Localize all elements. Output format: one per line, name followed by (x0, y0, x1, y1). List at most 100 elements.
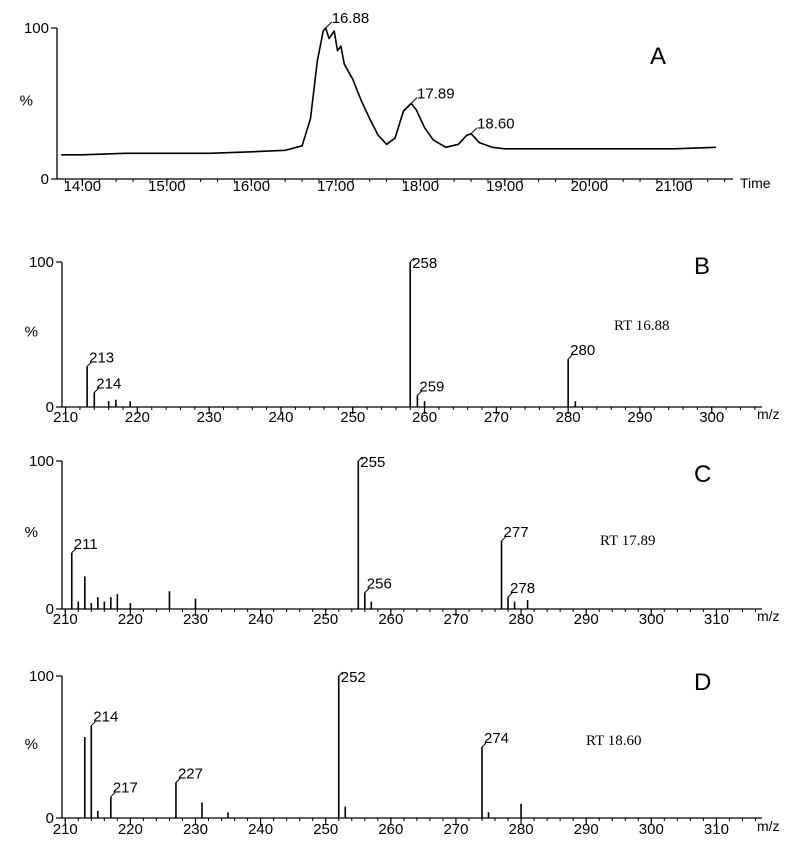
peak-label: 280 (570, 342, 595, 359)
x-tick-label: 250 (313, 611, 338, 628)
panel-b: B (56, 253, 762, 414)
x-tick-label: 300 (639, 821, 664, 838)
peak-label-leader (410, 97, 418, 104)
peak-label: 214 (93, 709, 118, 726)
y-axis-label: % (20, 93, 33, 110)
x-tick-label: 260 (378, 611, 403, 628)
x-tick-label: 310 (704, 821, 729, 838)
peak-label: 16.88 (332, 10, 370, 27)
x-tick-label: 260 (412, 409, 437, 426)
x-tick-label: 240 (248, 821, 273, 838)
x-axis-label: m/z (757, 818, 780, 834)
x-tick-label: 230 (183, 821, 208, 838)
peak-label: 252 (341, 669, 366, 686)
panel-letter-a: A (650, 43, 666, 70)
panel-a: A (51, 21, 733, 186)
y-axis-label: % (25, 324, 38, 341)
x-tick-label: 280 (556, 409, 581, 426)
x-axis-label: Time (740, 175, 771, 191)
x-tick-label: 230 (183, 611, 208, 628)
panel-letter-c: C (694, 461, 711, 488)
peak-label-leader (501, 536, 506, 542)
y-tick-label: 100 (29, 453, 54, 470)
panel-letter-b: B (694, 253, 710, 280)
peak-label: 259 (419, 378, 444, 395)
y-tick-label: 100 (29, 668, 54, 685)
peak-label-leader (364, 588, 370, 594)
retention-time-label: RT 18.60 (586, 733, 642, 749)
peak-label: 18.60 (477, 116, 515, 133)
x-tick-label: 15.00 (148, 178, 186, 195)
x-tick-label: 300 (699, 409, 724, 426)
x-tick-label: 17.00 (317, 178, 355, 195)
x-axis-label: m/z (757, 406, 780, 422)
peak-label: 213 (89, 349, 114, 366)
peak-label-leader (338, 671, 344, 677)
peak-label-leader (71, 548, 77, 554)
x-tick-label: 220 (118, 821, 143, 838)
y-tick-label: 100 (24, 20, 49, 37)
x-tick-label: 16.00 (233, 178, 271, 195)
x-tick-label: 280 (509, 611, 534, 628)
peak-label: 255 (360, 454, 385, 471)
peak-label: 17.89 (417, 86, 455, 103)
retention-time-label: RT 17.89 (600, 533, 656, 549)
x-tick-label: 260 (378, 821, 403, 838)
x-tick-label: 230 (197, 409, 222, 426)
x-tick-label: 18.00 (402, 178, 440, 195)
x-tick-label: 290 (627, 409, 652, 426)
peak-label: 211 (74, 536, 98, 553)
peak-label: 277 (504, 524, 529, 541)
x-tick-label: 220 (118, 611, 143, 628)
retention-time-label: RT 16.88 (614, 318, 670, 334)
peak-label-leader (325, 21, 333, 29)
y-axis-label: % (25, 736, 38, 753)
peak-label: 258 (412, 255, 437, 272)
x-tick-label: 280 (509, 821, 534, 838)
peak-label-leader (110, 792, 116, 798)
peak-label-leader (481, 742, 487, 748)
peak-label-leader (417, 391, 422, 396)
x-tick-label: 290 (574, 611, 599, 628)
x-tick-label: 240 (248, 611, 273, 628)
y-axis-label: % (25, 524, 38, 541)
x-tick-label: 250 (313, 821, 338, 838)
peak-label: 274 (484, 730, 509, 747)
peak-label-leader (409, 257, 415, 263)
x-axis-label: m/z (757, 608, 780, 624)
x-tick-label: 270 (443, 821, 468, 838)
y-tick-label: 0 (46, 399, 54, 416)
peak-label: 278 (510, 580, 535, 597)
y-tick-label: 0 (41, 171, 49, 188)
peak-label: 217 (113, 780, 138, 797)
x-tick-label: 210 (53, 409, 78, 426)
peak-label-leader (567, 354, 573, 360)
x-tick-label: 14.00 (64, 178, 102, 195)
y-tick-label: 0 (46, 810, 54, 827)
peak-label-leader (175, 778, 181, 783)
chromatogram-trace (61, 27, 717, 156)
peak-label: 227 (178, 766, 203, 783)
peak-label-leader (507, 592, 513, 598)
x-tick-label: 21.00 (655, 178, 693, 195)
x-tick-label: 310 (704, 611, 729, 628)
y-tick-label: 100 (29, 254, 54, 271)
peak-label-leader (93, 388, 99, 393)
x-tick-label: 270 (443, 611, 468, 628)
x-tick-label: 240 (268, 409, 293, 426)
peak-label: 256 (367, 576, 392, 593)
x-tick-label: 270 (484, 409, 509, 426)
peak-label-leader (470, 127, 478, 135)
panel-c: C (56, 456, 762, 616)
x-tick-label: 220 (125, 409, 150, 426)
peak-label: 214 (96, 376, 121, 393)
peak-label-leader (90, 721, 96, 727)
panel-letter-d: D (694, 669, 711, 696)
x-tick-label: 300 (639, 611, 664, 628)
x-tick-label: 290 (574, 821, 599, 838)
peak-label-leader (86, 362, 92, 367)
y-tick-label: 0 (46, 601, 54, 618)
x-tick-label: 250 (340, 409, 365, 426)
peak-label-leader (357, 456, 363, 462)
